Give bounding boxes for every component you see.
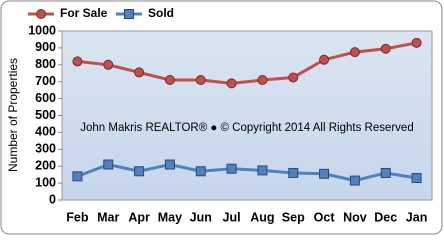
x-tick-label: Dec — [374, 210, 397, 224]
point — [164, 75, 175, 86]
point — [380, 167, 391, 178]
point — [319, 168, 330, 179]
y-tick-label: 200 — [35, 158, 56, 172]
point — [380, 43, 391, 54]
point — [319, 54, 330, 65]
point — [72, 171, 83, 182]
point — [257, 165, 268, 176]
point — [226, 163, 237, 174]
x-tick-label: Jan — [406, 210, 428, 224]
point — [134, 166, 145, 177]
point — [195, 75, 206, 86]
x-tick-label: Feb — [66, 210, 89, 224]
y-tick-label: 100 — [35, 175, 56, 189]
point — [134, 67, 145, 78]
point — [226, 78, 237, 89]
y-tick-label: 0 — [49, 192, 56, 206]
point — [195, 166, 206, 177]
plot-area — [61, 30, 433, 201]
point — [288, 72, 299, 83]
y-tick-label: 700 — [35, 74, 56, 88]
x-tick-label: Nov — [343, 210, 367, 224]
y-axis-label: Number of Properties — [6, 58, 20, 172]
y-tick-label: 800 — [35, 57, 56, 71]
point — [411, 173, 422, 184]
x-tick-label: May — [158, 210, 182, 224]
point — [103, 159, 114, 170]
annotation: John Makris REALTOR® ● © Copyright 2014 … — [80, 122, 413, 134]
x-tick-label: Aug — [250, 210, 274, 224]
point — [411, 37, 422, 48]
point — [349, 175, 360, 186]
legend-marker — [124, 9, 134, 19]
x-tick-label: Jul — [223, 210, 241, 224]
series-line — [76, 162, 417, 183]
y-tick-label: 300 — [35, 142, 56, 156]
y-tick-label: 1000 — [28, 23, 56, 37]
legend-marker — [36, 9, 46, 19]
legend-label: For Sale — [60, 6, 108, 20]
y-tick-label: 500 — [35, 108, 56, 122]
y-tick-label: 400 — [35, 125, 56, 139]
series-line — [77, 41, 417, 85]
point — [257, 75, 268, 86]
x-tick-label: Jun — [190, 210, 212, 224]
x-tick-label: Sep — [282, 210, 305, 224]
x-tick-label: Apr — [128, 210, 150, 224]
point — [349, 47, 360, 58]
y-tick-label: 600 — [35, 91, 56, 105]
x-tick-label: Mar — [97, 210, 119, 224]
point — [72, 56, 83, 67]
legend-label: Sold — [148, 6, 174, 20]
point — [288, 167, 299, 178]
point — [164, 159, 175, 170]
point — [103, 59, 114, 70]
x-tick-label: Oct — [314, 210, 336, 224]
y-tick-label: 900 — [35, 40, 56, 54]
